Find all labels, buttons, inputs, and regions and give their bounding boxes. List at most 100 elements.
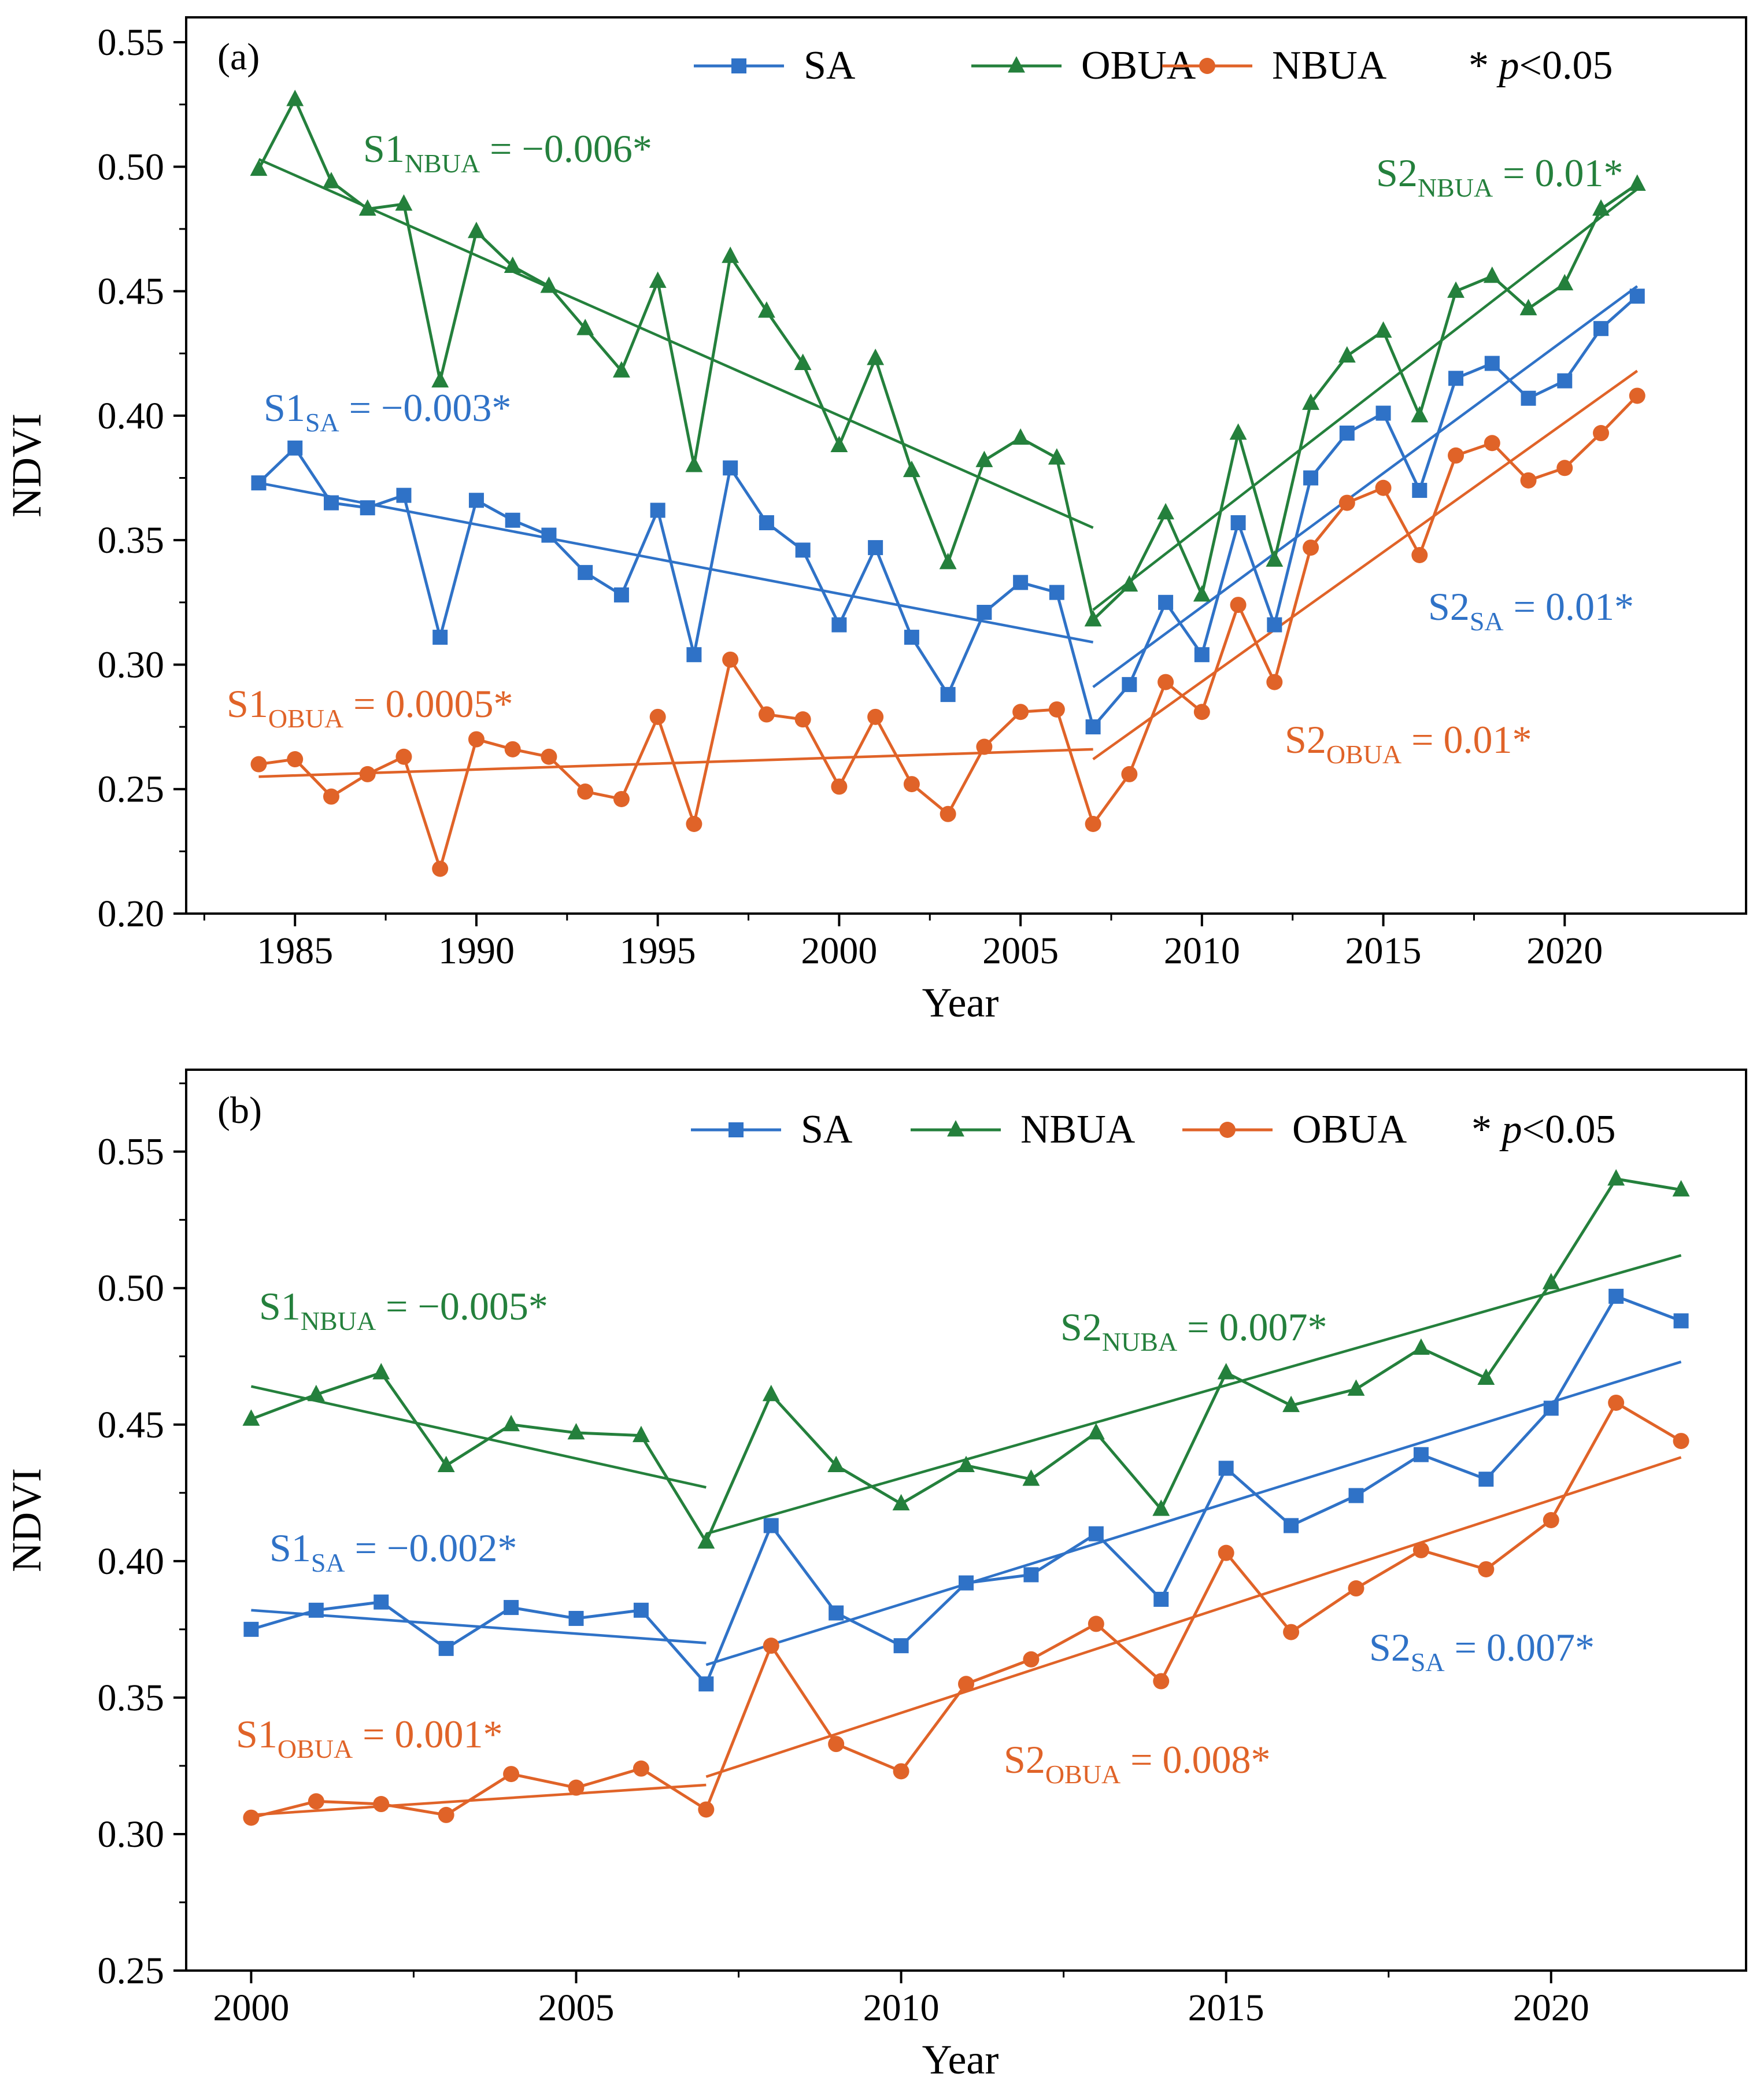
legend-label: SA <box>804 43 856 88</box>
data-point-marker <box>759 707 775 723</box>
x-axis-label: Year <box>922 980 999 1026</box>
data-point-marker <box>763 1385 780 1401</box>
data-point-marker <box>360 766 376 782</box>
data-point-marker <box>1375 321 1392 338</box>
y-axis-label: NDVI <box>3 1468 50 1572</box>
annotation-value: = 0.01* <box>1401 718 1532 762</box>
data-point-marker <box>1629 387 1645 404</box>
series-line <box>258 296 1637 727</box>
slope-annotation: S2SA = 0.007* <box>1369 1625 1595 1677</box>
data-point-marker <box>1411 547 1428 563</box>
data-point-marker <box>795 711 811 727</box>
annotation-subscript: OBUA <box>278 1734 353 1764</box>
data-point-marker <box>868 540 883 555</box>
data-point-marker <box>1266 674 1282 690</box>
x-tick-label: 1995 <box>620 930 696 972</box>
annotation-main: S1 <box>259 1284 301 1328</box>
data-point-marker <box>502 1415 520 1431</box>
data-point-marker <box>1121 766 1137 782</box>
x-tick-label: 2005 <box>982 930 1059 972</box>
y-tick-label: 0.35 <box>98 1677 165 1719</box>
slope-annotation: S1NBUA = −0.006* <box>363 127 652 178</box>
note-variable: p <box>1496 43 1519 88</box>
data-point-marker <box>1413 1542 1429 1558</box>
data-point-marker <box>1231 515 1246 530</box>
data-point-marker <box>1348 1379 1365 1395</box>
data-point-marker <box>1086 719 1101 734</box>
data-point-marker <box>649 271 667 287</box>
data-point-marker <box>1608 1289 1624 1304</box>
data-point-marker <box>1521 391 1536 406</box>
data-point-marker <box>1448 371 1463 386</box>
data-point-marker <box>947 1120 964 1136</box>
data-point-marker <box>360 500 375 515</box>
legend-item: OBUA <box>1182 1107 1407 1152</box>
data-point-marker <box>1338 346 1356 363</box>
annotation-value: = 0.01* <box>1504 585 1634 629</box>
data-point-marker <box>250 756 267 773</box>
data-point-marker <box>578 565 593 580</box>
trend-line <box>1093 189 1637 610</box>
data-point-marker <box>1608 1395 1624 1411</box>
annotation-subscript: NBUA <box>405 149 480 178</box>
data-point-marker <box>432 630 448 645</box>
data-point-marker <box>759 515 774 530</box>
panel-label: (b) <box>217 1089 262 1132</box>
data-point-marker <box>1085 816 1101 832</box>
annotation-main: S2 <box>1369 1625 1411 1669</box>
y-tick-label: 0.40 <box>98 395 165 437</box>
data-point-marker <box>1008 56 1025 72</box>
data-point-marker <box>893 1763 909 1779</box>
legend-label: OBUA <box>1292 1107 1407 1152</box>
slope-annotation: S1NBUA = −0.005* <box>259 1284 548 1336</box>
note-suffix: <0.05 <box>1522 1107 1616 1152</box>
data-point-marker <box>569 1611 584 1626</box>
data-point-marker <box>1303 471 1318 486</box>
annotation-value: = 0.01* <box>1493 151 1623 195</box>
data-point-marker <box>1521 472 1537 489</box>
data-point-marker <box>1194 704 1210 720</box>
series-triangle <box>242 1169 1689 1548</box>
data-point-marker <box>1049 585 1064 600</box>
data-point-marker <box>1556 274 1573 290</box>
y-tick-label: 0.25 <box>98 1950 165 1992</box>
data-point-marker <box>1414 1447 1429 1462</box>
trend-line <box>1093 371 1637 759</box>
slope-annotation: S2OBUA = 0.01* <box>1285 718 1532 769</box>
legend-label: NBUA <box>1020 1107 1136 1152</box>
slope-annotation: S1SA = −0.002* <box>269 1526 517 1577</box>
annotation-subscript: SA <box>305 408 339 437</box>
chart-panel-b: 2000 2005 2010 2015 20200.250.300.350.400.45… <box>3 1070 1746 2083</box>
slope-annotation: S1OBUA = 0.001* <box>236 1712 503 1764</box>
data-point-marker <box>541 749 557 765</box>
data-point-marker <box>287 441 302 456</box>
y-tick-label: 0.55 <box>98 1131 165 1173</box>
series-line <box>258 396 1637 868</box>
data-point-marker <box>395 194 413 210</box>
trend-line <box>706 1255 1681 1534</box>
x-tick-label: 2020 <box>1513 1987 1589 2029</box>
data-point-marker <box>904 630 919 645</box>
data-point-marker <box>373 1595 389 1610</box>
data-point-marker <box>831 618 846 633</box>
x-axis-label: Year <box>922 2036 999 2083</box>
data-point-marker <box>723 460 738 475</box>
data-point-marker <box>324 496 339 511</box>
legend-item: NBUA <box>911 1107 1136 1152</box>
series-line <box>251 1179 1681 1542</box>
data-point-marker <box>614 587 629 603</box>
annotation-value: = 0.008* <box>1120 1738 1270 1781</box>
data-point-marker <box>468 731 485 748</box>
data-point-marker <box>698 1801 714 1817</box>
data-point-marker <box>1199 58 1215 74</box>
data-point-marker <box>728 1122 744 1137</box>
series-circle <box>250 387 1645 877</box>
y-tick-label: 0.35 <box>98 519 165 561</box>
data-point-marker <box>323 789 339 805</box>
data-point-marker <box>1157 503 1174 519</box>
data-point-marker <box>1484 435 1500 451</box>
x-tick-label: 2000 <box>801 930 877 972</box>
significance-note: * p<0.05 <box>1471 1107 1615 1152</box>
data-point-marker <box>1448 448 1464 464</box>
data-point-marker <box>1592 199 1610 216</box>
